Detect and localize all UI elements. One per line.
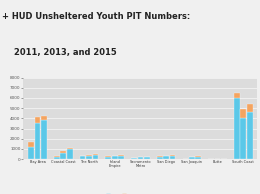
Bar bbox=[157, 157, 162, 159]
Bar bbox=[196, 157, 201, 159]
Bar bbox=[35, 117, 40, 123]
Bar bbox=[234, 93, 240, 98]
Bar bbox=[86, 155, 92, 156]
Bar bbox=[170, 156, 176, 159]
Bar bbox=[54, 157, 60, 159]
Bar bbox=[170, 155, 176, 156]
Bar bbox=[144, 157, 150, 159]
Bar bbox=[67, 149, 73, 159]
Bar bbox=[240, 118, 246, 159]
Bar bbox=[28, 142, 34, 147]
Bar bbox=[93, 154, 98, 155]
Bar bbox=[112, 156, 118, 159]
Bar bbox=[105, 156, 111, 157]
Bar bbox=[60, 151, 66, 153]
Legend: TRY, Unaccompanied Minors: TRY, Unaccompanied Minors bbox=[104, 192, 177, 194]
Bar bbox=[183, 158, 188, 159]
Bar bbox=[247, 104, 252, 112]
Bar bbox=[41, 116, 47, 120]
Bar bbox=[221, 158, 227, 159]
Bar bbox=[131, 158, 137, 159]
Bar bbox=[86, 156, 92, 159]
Bar bbox=[35, 123, 40, 159]
Bar bbox=[93, 155, 98, 159]
Bar bbox=[80, 156, 85, 159]
Bar bbox=[118, 156, 124, 159]
Bar bbox=[54, 156, 60, 157]
Bar bbox=[28, 147, 34, 159]
Bar bbox=[41, 120, 47, 159]
Bar bbox=[105, 157, 111, 159]
Text: + HUD Unsheltered Youth PIT Numbers:: + HUD Unsheltered Youth PIT Numbers: bbox=[2, 12, 190, 21]
Bar bbox=[189, 157, 195, 159]
Bar bbox=[240, 109, 246, 118]
Bar bbox=[163, 156, 169, 159]
Bar bbox=[138, 157, 143, 159]
Bar bbox=[196, 156, 201, 157]
Text: 2011, 2013, and 2015: 2011, 2013, and 2015 bbox=[14, 48, 117, 57]
Bar bbox=[234, 98, 240, 159]
Bar bbox=[67, 148, 73, 149]
Bar bbox=[118, 155, 124, 156]
Bar bbox=[60, 153, 66, 159]
Bar bbox=[247, 112, 252, 159]
